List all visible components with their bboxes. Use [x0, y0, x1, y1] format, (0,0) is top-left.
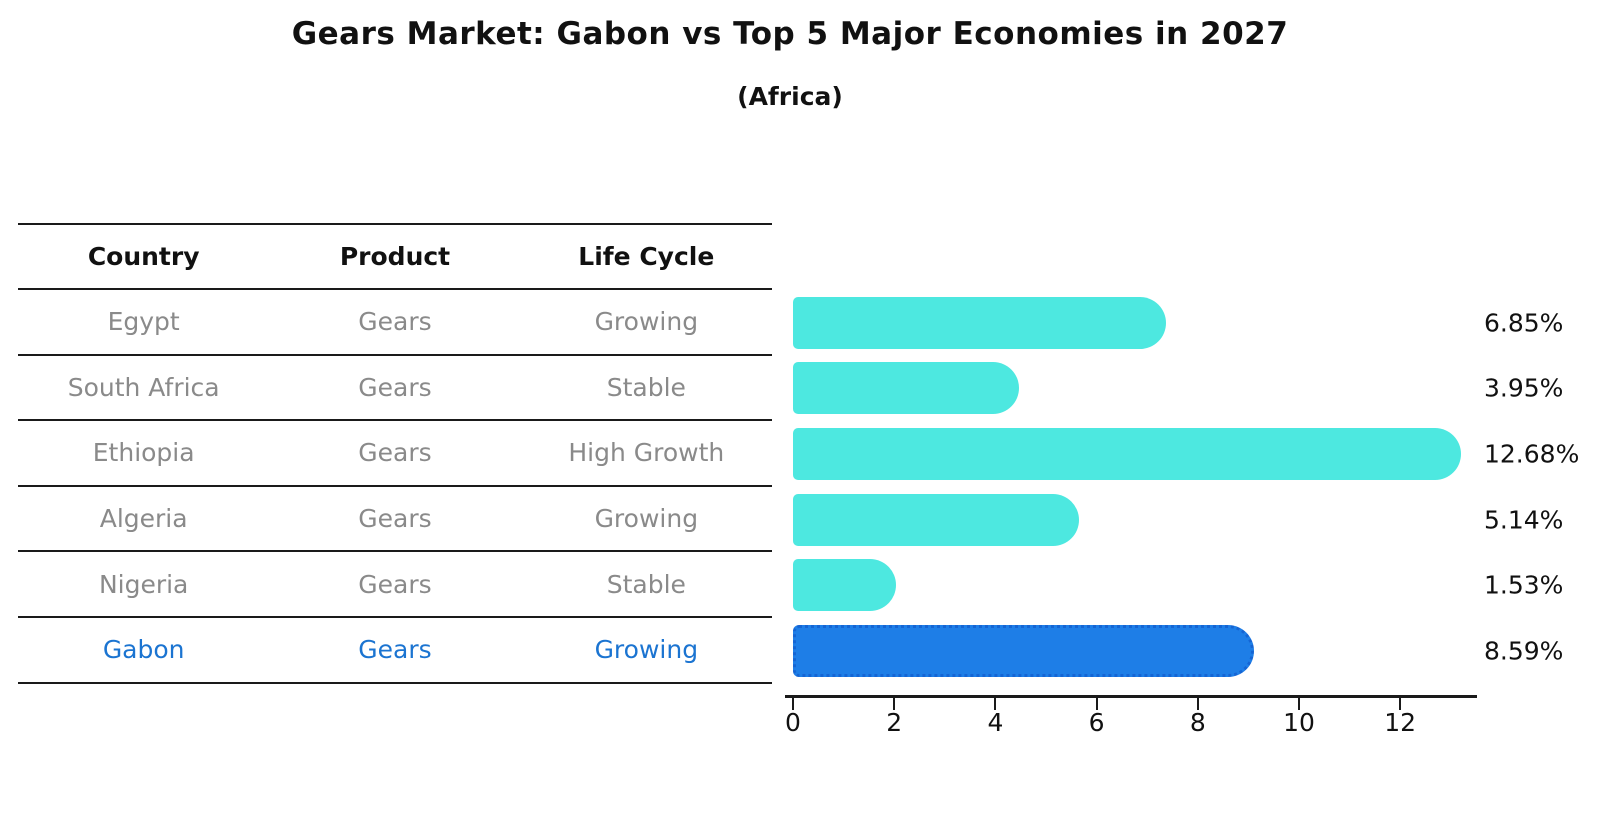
x-axis-tick-label: 4	[987, 708, 1004, 737]
cell-product: Gears	[358, 307, 432, 337]
x-axis-tick-mark	[1399, 698, 1402, 710]
cell-product: Gears	[358, 372, 432, 402]
cell-life-cycle: High Growth	[568, 438, 725, 468]
value-label-gabon: 8.59%	[1484, 636, 1564, 666]
x-axis-tick-mark	[1298, 698, 1300, 710]
chart-title: Gears Market: Gabon vs Top 5 Major Econo…	[291, 16, 1289, 52]
cell-product: Gears	[358, 635, 432, 665]
cell-country: Gabon	[102, 635, 185, 665]
bar-algeria	[793, 493, 1080, 546]
x-axis-tick-mark	[792, 698, 794, 710]
cell-life-cycle: Stable	[606, 372, 686, 402]
country-table: Country Product Life Cycle Egypt Gears Growin…	[18, 223, 772, 684]
column-header-country: Country	[87, 242, 200, 271]
bar-egypt	[793, 296, 1166, 349]
x-axis-tick-label: 10	[1283, 708, 1315, 737]
value-label-algeria: 5.14%	[1484, 505, 1564, 535]
x-axis-tick-label: 8	[1189, 708, 1206, 737]
value-label-south-africa: 3.95%	[1484, 373, 1564, 403]
cell-country: Egypt	[107, 307, 180, 337]
x-axis-tick-mark	[1095, 698, 1098, 710]
cell-product: Gears	[358, 569, 432, 599]
table-row: Ethiopia Gears High Growth	[18, 421, 772, 487]
cell-product: Gears	[358, 438, 432, 468]
table-row: Egypt Gears Growing	[18, 290, 772, 356]
column-header-life-cycle: Life Cycle	[578, 242, 715, 271]
value-label-nigeria: 1.53%	[1484, 570, 1564, 600]
table-row: Nigeria Gears Stable	[18, 552, 772, 618]
bar-ethiopia	[793, 428, 1461, 480]
chart-subtitle: (Africa)	[737, 82, 843, 111]
x-axis-tick-mark	[994, 698, 997, 710]
x-axis-line	[785, 695, 1477, 698]
table-row: South Africa Gears Stable	[18, 356, 772, 422]
cell-country: South Africa	[67, 372, 220, 402]
x-axis-tick-mark	[893, 698, 896, 710]
x-axis-tick-label: 2	[886, 708, 903, 737]
x-axis-tick-label: 12	[1384, 708, 1417, 737]
x-axis-tick-label: 0	[785, 708, 801, 737]
bar-gabon	[793, 624, 1254, 677]
table-row: Gabon Gears Growing	[18, 618, 772, 684]
cell-life-cycle: Growing	[594, 504, 699, 534]
bar-nigeria	[793, 559, 897, 612]
cell-product: Gears	[358, 504, 432, 534]
table-header-row: Country Product Life Cycle	[18, 223, 772, 290]
cell-life-cycle: Growing	[594, 635, 699, 665]
cell-life-cycle: Growing	[594, 307, 699, 337]
cell-country: Algeria	[99, 504, 188, 534]
cell-life-cycle: Stable	[606, 569, 686, 599]
cell-country: Nigeria	[98, 569, 189, 599]
x-axis-tick-mark	[1196, 698, 1199, 710]
cell-country: Ethiopia	[92, 438, 195, 468]
column-header-product: Product	[339, 242, 451, 271]
bar-south-africa	[793, 362, 1019, 415]
x-axis-tick-label: 6	[1088, 708, 1105, 737]
table-row: Algeria Gears Growing	[18, 487, 772, 553]
value-label-ethiopia: 12.68%	[1484, 439, 1580, 469]
value-label-egypt: 6.85%	[1484, 308, 1564, 338]
